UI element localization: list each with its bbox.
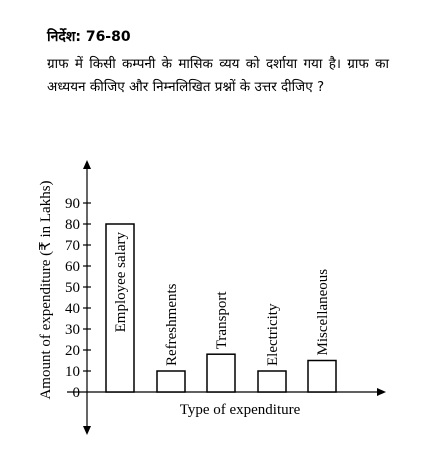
bar bbox=[206, 353, 236, 393]
y-axis-arrow-up bbox=[83, 160, 91, 169]
bar-category-label: Refreshments bbox=[164, 283, 180, 366]
bar-category-label: Miscellaneous bbox=[315, 269, 331, 356]
y-tick-label: 70 bbox=[65, 238, 80, 254]
y-tick-label: 20 bbox=[65, 343, 80, 359]
y-tick-label: 30 bbox=[65, 322, 80, 338]
y-tick-label: 40 bbox=[65, 301, 80, 317]
bar bbox=[156, 370, 186, 393]
x-axis-label: Type of expenditure bbox=[180, 402, 301, 418]
question-heading: निर्देश: 76-80 bbox=[47, 29, 131, 45]
y-tick-label: 80 bbox=[65, 217, 80, 233]
bar bbox=[105, 223, 135, 393]
bar-category-label: Employee salary bbox=[113, 232, 129, 333]
bar bbox=[307, 359, 337, 393]
bar bbox=[257, 370, 287, 393]
x-axis-arrow bbox=[377, 388, 386, 396]
question-text: ग्राफ में किसी कम्पनी के मासिक व्यय को द… bbox=[47, 56, 389, 95]
y-tick-label: 60 bbox=[65, 259, 80, 275]
bars: Employee salary Refreshments Transport Elec… bbox=[105, 223, 337, 393]
y-tick-label: 50 bbox=[65, 280, 80, 296]
y-axis-arrow-down bbox=[83, 426, 91, 435]
bar-category-label: Transport bbox=[214, 291, 230, 350]
y-tick-label: 0 bbox=[73, 385, 81, 401]
y-tick-label: 90 bbox=[65, 196, 80, 212]
bar-category-label: Electricity bbox=[265, 303, 281, 366]
y-axis-label: Amount of expenditure (₹ in Lakhs) bbox=[38, 180, 54, 399]
y-ticks: 0 10 20 30 40 50 60 70 80 90 bbox=[65, 196, 91, 401]
y-tick-label: 10 bbox=[65, 364, 80, 380]
